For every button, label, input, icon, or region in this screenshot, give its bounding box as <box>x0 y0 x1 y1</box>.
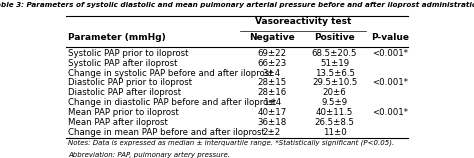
Text: 69±22: 69±22 <box>257 49 286 58</box>
Text: 40±17: 40±17 <box>257 108 286 117</box>
Text: Notes: Data is expressed as median ± interquartile range. *Statistically signifi: Notes: Data is expressed as median ± int… <box>68 140 394 146</box>
Text: 28±15: 28±15 <box>257 79 286 88</box>
Text: 13.5±6.5: 13.5±6.5 <box>315 69 355 78</box>
Text: 40±11.5: 40±11.5 <box>316 108 353 117</box>
Text: Positive: Positive <box>314 33 355 42</box>
Text: 68.5±20.5: 68.5±20.5 <box>312 49 357 58</box>
Text: Systolic PAP prior to iloprost: Systolic PAP prior to iloprost <box>68 49 189 58</box>
Text: 28±16: 28±16 <box>257 88 286 97</box>
Text: Change in diastolic PAP before and after iloprost: Change in diastolic PAP before and after… <box>68 98 276 107</box>
Text: Mean PAP prior to iloprost: Mean PAP prior to iloprost <box>68 108 179 117</box>
Text: <0.001*: <0.001* <box>373 49 409 58</box>
Text: Vasoreactivity test: Vasoreactivity test <box>255 17 351 26</box>
Text: Change in systolic PAP before and after iloprost: Change in systolic PAP before and after … <box>68 69 273 78</box>
Text: Change in mean PAP before and after iloprost: Change in mean PAP before and after ilop… <box>68 128 265 137</box>
Text: Negative: Negative <box>249 33 295 42</box>
Text: 2±2: 2±2 <box>263 128 281 137</box>
Text: 20±6: 20±6 <box>323 88 346 97</box>
Text: 1±4: 1±4 <box>263 98 281 107</box>
Text: Table 3: Parameters of systolic diastolic and mean pulmonary arterial pressure b: Table 3: Parameters of systolic diastoli… <box>0 2 474 8</box>
Text: 36±18: 36±18 <box>257 118 286 127</box>
Text: <0.001*: <0.001* <box>373 79 409 88</box>
Text: 51±19: 51±19 <box>320 58 349 67</box>
Text: P-value: P-value <box>371 33 410 42</box>
Text: 29.5±10.5: 29.5±10.5 <box>312 79 357 88</box>
Text: Systolic PAP after iloprost: Systolic PAP after iloprost <box>68 58 177 67</box>
Text: 11±0: 11±0 <box>323 128 346 137</box>
Text: Diastolic PAP prior to iloprost: Diastolic PAP prior to iloprost <box>68 79 192 88</box>
Text: 9.5±9: 9.5±9 <box>321 98 347 107</box>
Text: Mean PAP after iloprost: Mean PAP after iloprost <box>68 118 168 127</box>
Text: Abbreviation: PAP, pulmonary artery pressure.: Abbreviation: PAP, pulmonary artery pres… <box>68 152 230 158</box>
Text: Parameter (mmHg): Parameter (mmHg) <box>68 33 166 42</box>
Text: <0.001*: <0.001* <box>373 108 409 117</box>
Text: 66±23: 66±23 <box>257 58 286 67</box>
Text: Diastolic PAP after iloprost: Diastolic PAP after iloprost <box>68 88 181 97</box>
Text: 3±4: 3±4 <box>263 69 281 78</box>
Text: 26.5±8.5: 26.5±8.5 <box>315 118 355 127</box>
